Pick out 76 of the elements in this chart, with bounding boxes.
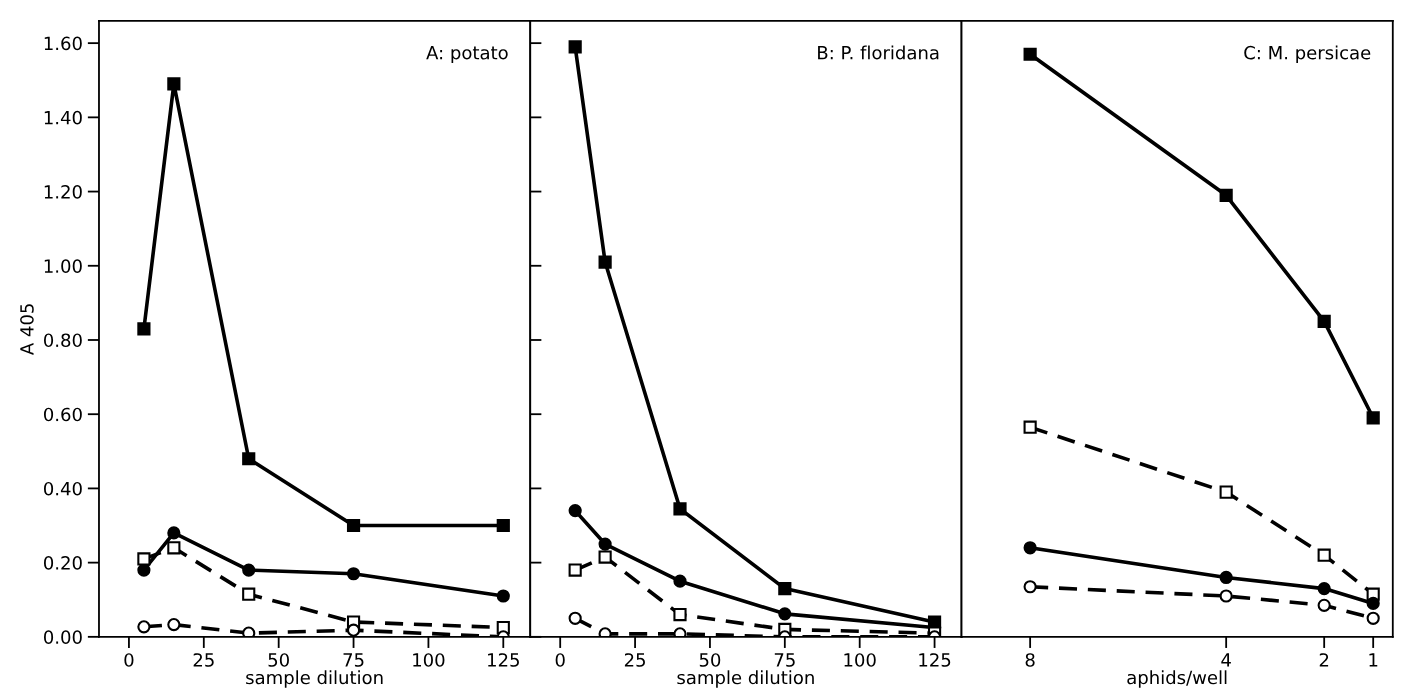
x-tick-label: 100 bbox=[844, 653, 876, 667]
x-tick-label: 25 bbox=[193, 653, 214, 667]
point bbox=[568, 563, 582, 577]
point bbox=[598, 550, 612, 564]
point bbox=[1219, 570, 1233, 585]
point bbox=[1023, 541, 1037, 555]
point bbox=[1219, 589, 1233, 603]
y-tick-label: 1.00 bbox=[44, 259, 82, 273]
x-tick-label: 75 bbox=[774, 653, 795, 667]
point bbox=[346, 567, 361, 581]
point bbox=[568, 40, 582, 54]
point bbox=[137, 322, 151, 336]
x-tick-label: 2 bbox=[1319, 653, 1329, 667]
x-tick-label: 100 bbox=[413, 653, 445, 667]
x-tick-label: 75 bbox=[343, 653, 364, 667]
point bbox=[778, 582, 792, 596]
y-tick-label: 0.20 bbox=[44, 556, 82, 570]
x-tick-label: 50 bbox=[268, 653, 289, 667]
point bbox=[1023, 420, 1037, 434]
point bbox=[167, 77, 181, 91]
point bbox=[1317, 582, 1331, 596]
x-tick-label: 8 bbox=[1025, 653, 1035, 667]
point bbox=[598, 255, 612, 269]
point bbox=[673, 502, 687, 516]
x-axis-title: aphids/well bbox=[1127, 670, 1227, 688]
y-tick-label: 1.40 bbox=[44, 110, 82, 125]
y-tick-label: 1.20 bbox=[44, 185, 82, 199]
point bbox=[598, 627, 612, 637]
y-tick-label: 0.00 bbox=[44, 630, 82, 644]
point bbox=[242, 626, 256, 637]
y-tick-label: 0.40 bbox=[44, 481, 82, 496]
point bbox=[1366, 611, 1380, 625]
x-tick-label: 125 bbox=[488, 653, 519, 667]
x-tick-label: 1 bbox=[1369, 653, 1378, 667]
point bbox=[1366, 411, 1380, 425]
point bbox=[1219, 188, 1233, 202]
point bbox=[1366, 596, 1380, 611]
point bbox=[496, 589, 510, 603]
x-axis-title: sample dilution bbox=[246, 670, 383, 688]
point bbox=[598, 537, 612, 551]
point bbox=[242, 587, 256, 601]
text: C: M. persicae bbox=[1244, 45, 1371, 63]
y-tick-label: 0.60 bbox=[44, 407, 82, 422]
point bbox=[673, 574, 687, 588]
x-tick-label: 125 bbox=[919, 653, 951, 667]
point bbox=[167, 526, 181, 540]
point bbox=[242, 452, 256, 466]
y-axis-title: A 405 bbox=[20, 304, 34, 355]
point bbox=[1023, 47, 1037, 61]
y-tick-label: 1.60 bbox=[44, 36, 82, 51]
point bbox=[673, 607, 687, 622]
point bbox=[346, 623, 361, 637]
point bbox=[1219, 485, 1233, 499]
point bbox=[568, 504, 582, 518]
point bbox=[1317, 598, 1331, 612]
point bbox=[1317, 548, 1331, 562]
point bbox=[346, 518, 361, 533]
x-tick-label: 4 bbox=[1221, 653, 1231, 667]
point bbox=[167, 541, 181, 555]
point bbox=[1023, 580, 1037, 594]
point bbox=[137, 552, 151, 566]
x-tick-label: 50 bbox=[699, 653, 721, 667]
x-tick-label: 0 bbox=[555, 653, 565, 667]
x-tick-label: 25 bbox=[624, 653, 645, 667]
point bbox=[167, 618, 181, 632]
point bbox=[778, 607, 792, 621]
x-axis-title: sample dilution bbox=[677, 670, 814, 688]
text: A: potato bbox=[426, 46, 508, 63]
point bbox=[496, 518, 510, 533]
point bbox=[242, 563, 256, 577]
point bbox=[137, 620, 151, 634]
point bbox=[568, 611, 582, 625]
text: B: P. floridana bbox=[818, 45, 939, 60]
y-tick-label: 0.80 bbox=[44, 333, 82, 348]
point bbox=[1317, 314, 1331, 329]
x-tick-label: 0 bbox=[124, 653, 134, 667]
